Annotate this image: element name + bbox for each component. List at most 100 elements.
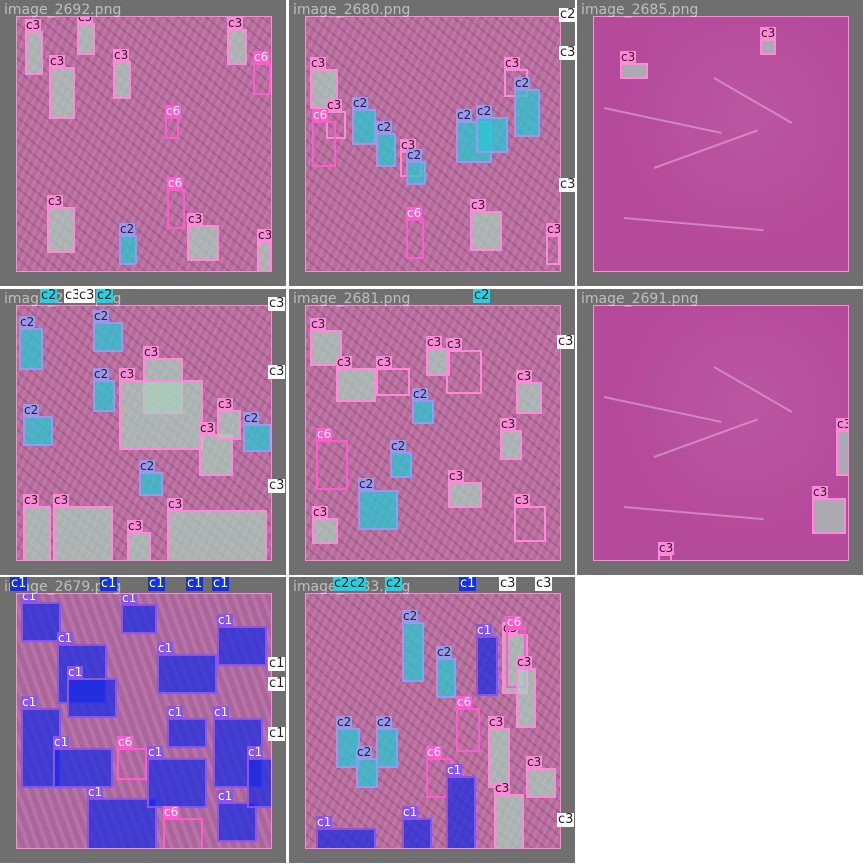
detection-label: c3 <box>199 421 216 435</box>
detection-box-c2: c2 <box>390 440 412 478</box>
panel-4: c2 c3 c2 c3 c3 c2 c3 c2 c3 c3 c2 c3 c3 c2 image_2682.p… <box>0 289 286 575</box>
detection-label: c6 <box>456 695 473 709</box>
detection-label: c2 <box>376 120 393 134</box>
detection-label: c3 <box>53 493 70 507</box>
edge-detection-label: c1 <box>268 726 286 741</box>
detection-label: c3 <box>546 222 561 236</box>
detection-label: c2 <box>390 439 407 453</box>
detection-box-c3: c3 <box>446 338 482 394</box>
detection-label: c3 <box>514 493 531 507</box>
panel-5: c3 c3 c3 c3 c2 c3 c3 c2 c3 c6 c3 c2 c3 c3 image_2681.p… <box>289 289 575 575</box>
detection-box-c1: c1 <box>316 816 376 848</box>
detection-box-c3: c3 <box>119 368 203 450</box>
detection-label: c1 <box>67 665 84 679</box>
detection-label: c2 <box>93 367 110 381</box>
detection-label: c3 <box>500 417 517 431</box>
detection-box-c1: c1 <box>217 614 267 666</box>
detection-label: c1 <box>446 763 463 777</box>
detection-label: c2 <box>139 459 156 473</box>
detection-label: c3 <box>516 655 533 669</box>
detection-box-c3: c3 <box>257 229 271 271</box>
detection-label: c3 <box>376 355 393 369</box>
panel-image: c3 c3 c3 c3 c2 c3 c3 c2 c3 c6 c3 c2 c3 c3 <box>305 305 561 561</box>
detection-box-c1: c1 <box>402 806 432 848</box>
detection-box-c3: c3 <box>658 542 675 560</box>
detection-box-c3: c3 <box>77 17 95 55</box>
detection-box-c1: c1 <box>247 746 271 808</box>
detection-box-c2: c2 <box>356 746 378 788</box>
panel-8: c2c2c1c6c3c2c2c6c1c3c2c3c1c3c6c1c3image_… <box>289 577 575 863</box>
panel-image: c3 c3 c2 c2 c3 c2 c6 c2 c2 c3 c2 c3 c3 c6 <box>305 16 561 272</box>
detection-box-c3: c3 <box>516 370 542 414</box>
detection-box-c2: c2 <box>436 646 456 698</box>
detection-box-c2: c2 <box>456 109 492 163</box>
detection-box-c2: c2 <box>19 316 43 370</box>
detection-label: c2 <box>23 403 40 417</box>
tissue-vein <box>713 366 793 413</box>
detection-box-c3: c3 <box>526 756 556 798</box>
detection-box-c6: c6 <box>253 51 271 95</box>
detection-box-c1: c1 <box>217 790 257 842</box>
detection-label: c1 <box>21 594 38 603</box>
panel-image: c3 c3 c3 c3 c3 c6 c6 c3 c6 c2 c3 c3 <box>16 16 272 272</box>
detection-box-c2: c2 <box>93 368 115 412</box>
detection-label: c3 <box>77 17 94 24</box>
detection-box-c6: c6 <box>316 428 348 490</box>
detection-box-c3: c3 <box>336 356 376 402</box>
detection-box-c1: c1 <box>157 642 217 694</box>
top-detection-label: c1 <box>212 577 230 591</box>
detection-label: c1 <box>402 805 419 819</box>
detection-box-c2: c2 <box>412 388 434 424</box>
detection-label: c3 <box>167 497 184 511</box>
detection-box-c2: c2 <box>23 404 53 446</box>
detection-label: c3 <box>227 16 244 30</box>
detection-label: c1 <box>316 815 333 829</box>
detection-label: c3 <box>257 228 272 242</box>
detection-box-c3: c3 <box>167 498 267 560</box>
top-detection-label: c2 <box>349 577 367 591</box>
detection-box-c3: c3 <box>217 398 241 440</box>
detection-label: c1 <box>21 695 38 709</box>
panel-caption: image_2692.png <box>4 2 122 18</box>
detection-label: c3 <box>494 781 511 795</box>
detection-box-c3: c3 <box>199 422 233 476</box>
detection-label: c6 <box>406 206 423 220</box>
detection-label: c6 <box>312 108 329 122</box>
detection-box-c1: c1 <box>67 666 117 718</box>
detection-label: c3 <box>760 26 777 40</box>
detection-label: c1 <box>157 641 174 655</box>
tissue-vein <box>713 77 793 124</box>
top-detection-label: c2 <box>96 289 114 303</box>
detection-label: c6 <box>163 805 180 819</box>
panel-caption: image_2685.png <box>581 2 699 18</box>
edge-detection-label: c3 <box>559 45 575 60</box>
edge-detection-label: c3 <box>557 334 575 349</box>
detection-label: c3 <box>336 355 353 369</box>
detection-box-c3: c3 <box>113 49 131 99</box>
detection-label: c1 <box>87 785 104 799</box>
detection-box-c2: c2 <box>376 121 396 167</box>
detection-label: c1 <box>247 745 264 759</box>
detection-label: c2 <box>119 222 136 236</box>
edge-detection-label: c3 <box>557 812 575 827</box>
detection-box-c2: c2 <box>514 77 540 137</box>
detection-box-c3: c3 <box>470 199 502 251</box>
detection-label: c3 <box>310 56 327 70</box>
panel-caption: image_2680.png <box>293 2 411 18</box>
detection-label: c3 <box>49 54 66 68</box>
detection-box-c3: c3 <box>500 418 522 460</box>
detection-label: c3 <box>446 337 463 351</box>
detection-box-c2: c2 <box>406 149 426 185</box>
detection-label: c2 <box>402 609 419 623</box>
detection-box-c3: c3 <box>310 57 338 109</box>
detection-label: c1 <box>213 705 230 719</box>
detection-label: c2 <box>376 715 393 729</box>
top-detection-label: c1 <box>100 577 118 591</box>
detection-label: c2 <box>352 96 369 110</box>
edge-detection-label: c3 <box>268 364 286 379</box>
edge-detection-label: c3 <box>559 177 575 192</box>
top-detection-label: c1 <box>459 577 477 591</box>
detection-label: c1 <box>167 705 184 719</box>
detection-label: c2 <box>356 745 373 759</box>
